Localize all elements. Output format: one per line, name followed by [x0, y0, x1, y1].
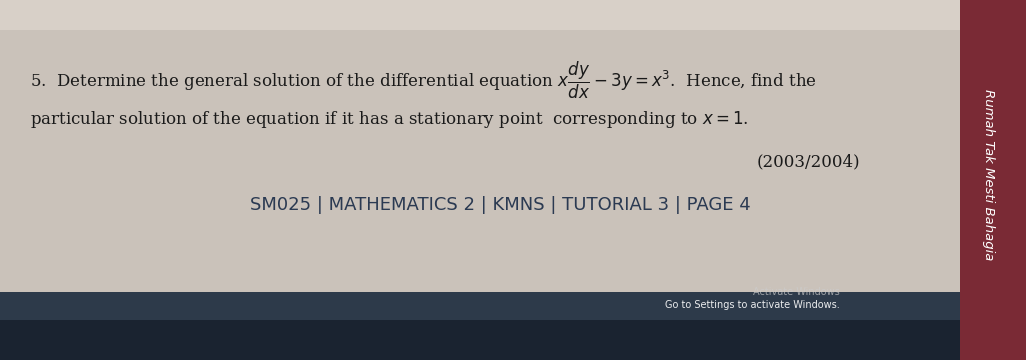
Bar — [0, 320, 960, 360]
Text: SM025 | MATHEMATICS 2 | KMNS | TUTORIAL 3 | PAGE 4: SM025 | MATHEMATICS 2 | KMNS | TUTORIAL … — [249, 196, 750, 214]
Bar — [960, 0, 1026, 360]
Bar — [0, 30, 960, 320]
Text: Activate Windows: Activate Windows — [753, 287, 840, 297]
Text: (2003/2004): (2003/2004) — [756, 153, 860, 171]
Text: particular solution of the equation if it has a stationary point  corresponding : particular solution of the equation if i… — [30, 109, 749, 130]
Text: 5.  Determine the general solution of the differential equation $x\dfrac{dy}{dx}: 5. Determine the general solution of the… — [30, 59, 817, 100]
Text: Go to Settings to activate Windows.: Go to Settings to activate Windows. — [665, 300, 840, 310]
Text: Rumah Tak Mesti Bahagia: Rumah Tak Mesti Bahagia — [982, 89, 994, 261]
Bar — [0, 292, 960, 320]
